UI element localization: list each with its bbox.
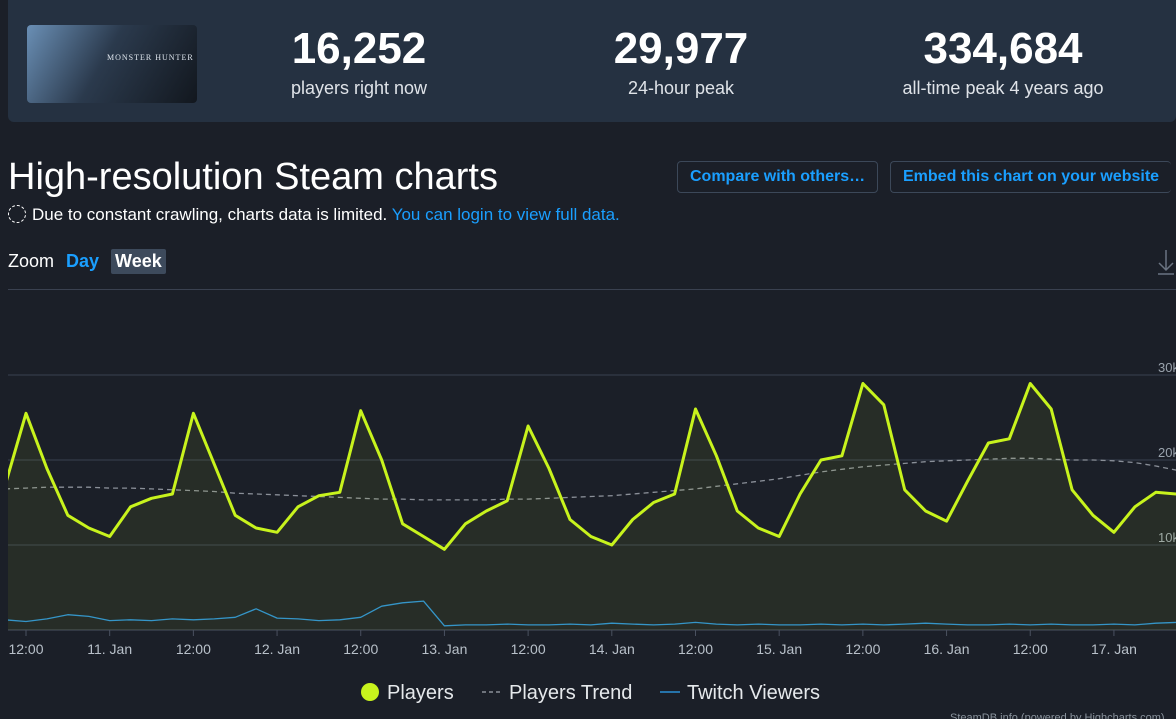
- x-tick-label: 12:00: [1013, 641, 1048, 657]
- notice-text: Due to constant crawling, charts data is…: [32, 205, 388, 224]
- separator: [8, 289, 1176, 290]
- x-tick-label: 12:00: [343, 641, 378, 657]
- zoom-week[interactable]: Week: [111, 249, 166, 274]
- area: [8, 383, 1176, 630]
- series-line: [8, 382, 1176, 551]
- stat-label: 24-hour peak: [627, 78, 735, 98]
- image-caption: MONSTER HUNTER: [107, 53, 194, 62]
- zoom-bar: Zoom Day Week: [8, 249, 166, 274]
- x-tick-label: 13. Jan: [421, 641, 467, 657]
- stat: 16,252 players right now: [209, 24, 509, 99]
- x-tick-label: 12:00: [678, 641, 713, 657]
- stat-value: 29,977: [613, 24, 749, 73]
- legend-label: Players Trend: [509, 682, 632, 704]
- y-tick-label: 30k: [1158, 360, 1176, 375]
- x-tick-label: 12:00: [8, 641, 43, 657]
- stat-value: 334,684: [923, 24, 1083, 73]
- x-tick-label: 14. Jan: [589, 641, 635, 657]
- series-line: [8, 457, 1176, 501]
- notice: Due to constant crawling, charts data is…: [8, 205, 620, 225]
- embed-button[interactable]: Embed this chart on your website: [890, 161, 1172, 193]
- stat: 29,977 24-hour peak: [531, 24, 831, 99]
- x-tick-label: 15. Jan: [756, 641, 802, 657]
- x-tick-label: 12:00: [176, 641, 211, 657]
- stat-label: all-time peak 4 years ago: [902, 78, 1104, 98]
- login-link[interactable]: You can login to view full data.: [391, 205, 620, 224]
- heading: High-resolution Steam charts: [8, 156, 498, 198]
- stat-label: players right now: [290, 78, 428, 98]
- compare-button[interactable]: Compare with others…: [677, 161, 879, 193]
- x-tick-label: 12. Jan: [254, 641, 300, 657]
- plot: [8, 382, 1176, 630]
- x-tick-label: 12:00: [511, 641, 546, 657]
- zoom-day[interactable]: Day: [66, 251, 100, 271]
- x-tick-label: 17. Jan: [1091, 641, 1137, 657]
- stat: 334,684 all-time peak 4 years ago: [853, 24, 1153, 99]
- legend-label: Twitch Viewers: [687, 682, 820, 704]
- x-tick-label: 16. Jan: [924, 641, 970, 657]
- header-card: MONSTER HUNTER 16,252 players right now 2…: [8, 0, 1176, 122]
- chart: 10k 20k 30k 12:00 11. Jan 12:00 12. Jan 12:00 13…: [8, 360, 1176, 719]
- stat-value: 16,252: [291, 24, 427, 73]
- y-tick-label: 20k: [1158, 445, 1176, 460]
- y-tick-label: 10k: [1158, 530, 1176, 545]
- x-tick-label: 11. Jan: [87, 641, 132, 657]
- loading-icon: [8, 205, 26, 223]
- credit: SteamDB.info (powered by Highcharts.com): [950, 712, 1165, 719]
- zoom-label: Zoom: [8, 251, 55, 271]
- x-tick-label: 12:00: [845, 641, 880, 657]
- legend-label: Players: [387, 682, 454, 704]
- game-image[interactable]: MONSTER HUNTER: [27, 25, 197, 103]
- legend-marker: [361, 683, 379, 701]
- download-icon[interactable]: [1156, 247, 1176, 277]
- series-line: [8, 600, 1176, 627]
